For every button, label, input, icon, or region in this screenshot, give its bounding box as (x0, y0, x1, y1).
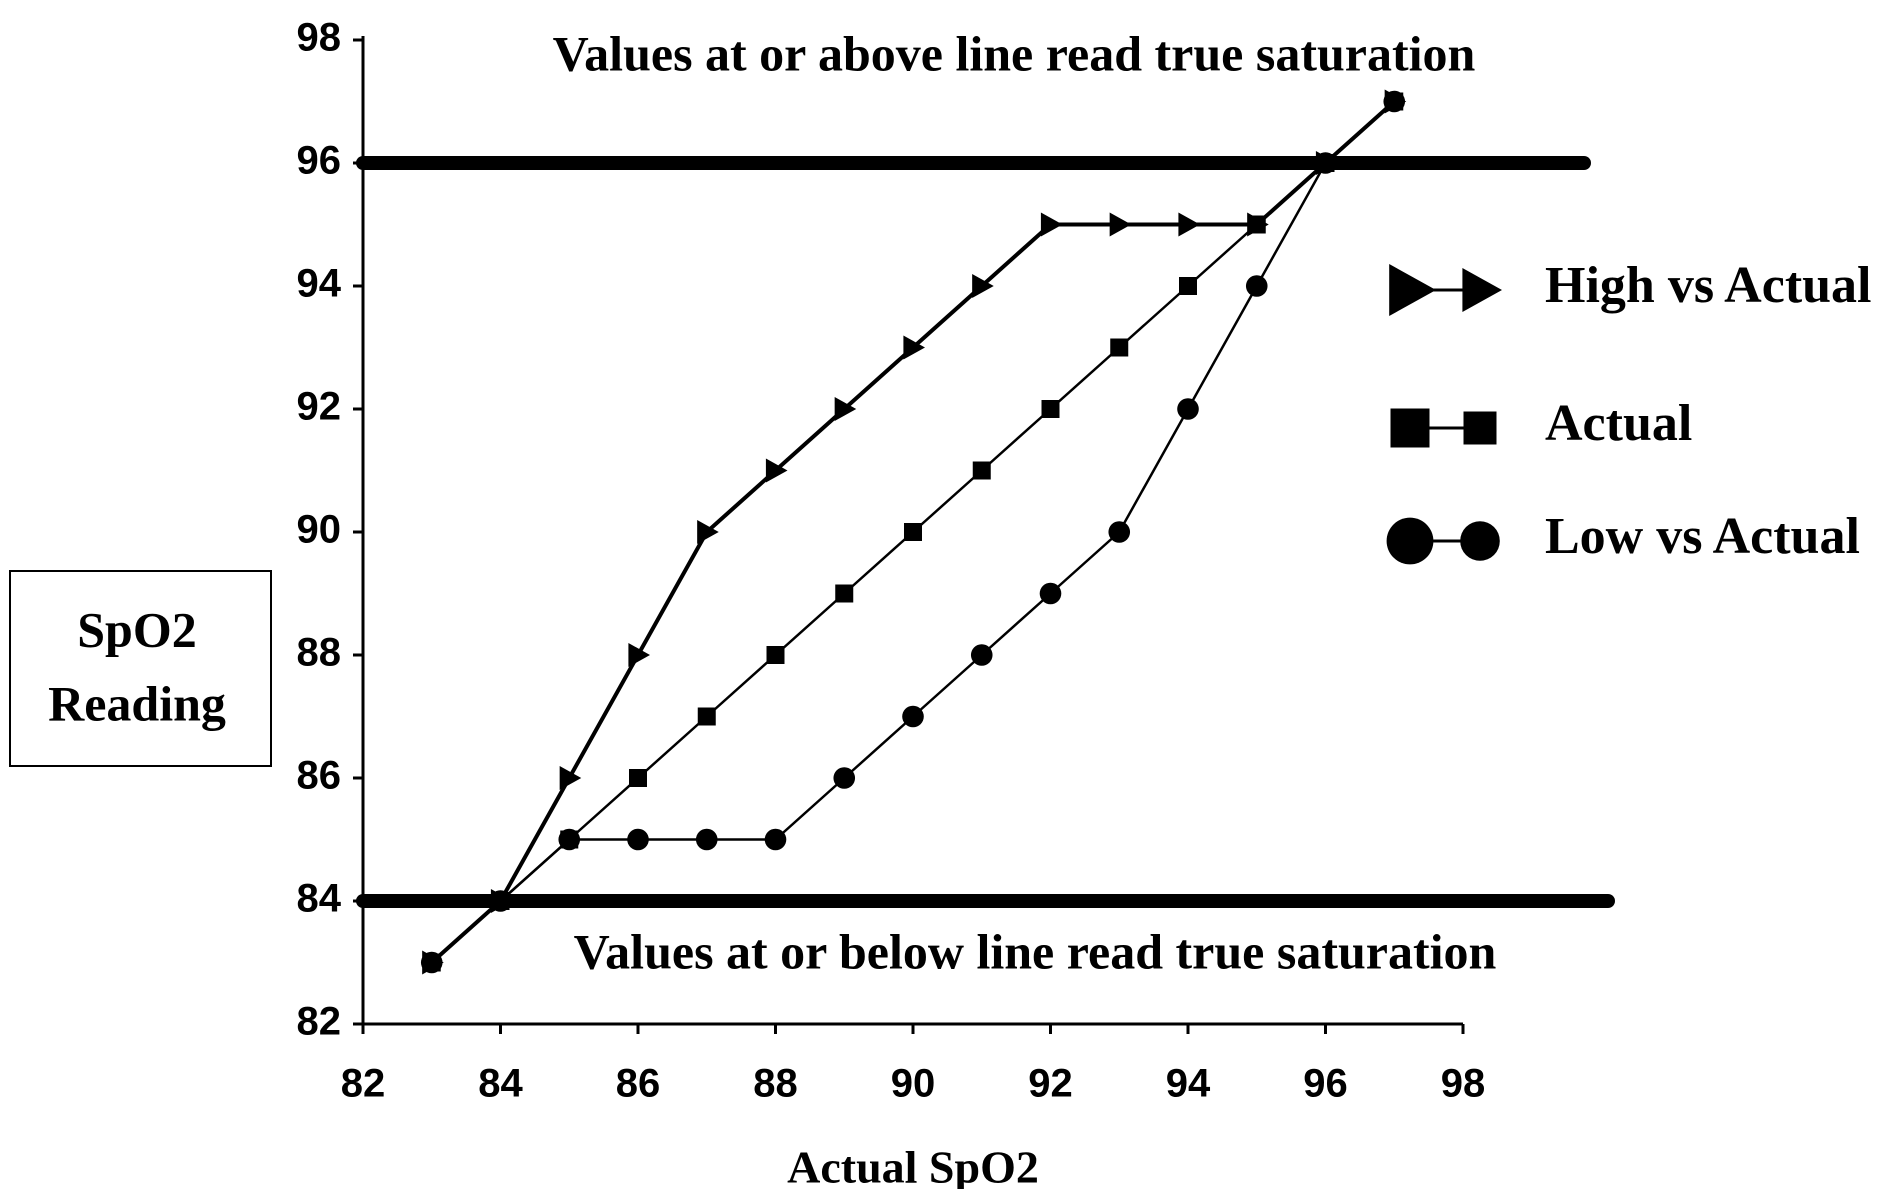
marker (627, 828, 649, 851)
marker (1177, 398, 1199, 420)
legend-marker (1386, 517, 1434, 565)
marker (902, 705, 924, 728)
x-tick-label: 82 (341, 1062, 386, 1106)
legend-marker (1463, 411, 1497, 445)
legend-label: Actual (1545, 395, 1692, 452)
legend-label: Low vs Actual (1545, 508, 1860, 565)
x-tick-label: 88 (753, 1062, 798, 1106)
marker (1039, 582, 1062, 605)
y-tick-label: 86 (297, 754, 342, 798)
marker (695, 828, 718, 851)
y-tick-label: 92 (297, 385, 342, 429)
y-axis-label: Reading (48, 675, 226, 731)
marker (1178, 212, 1200, 237)
marker (1383, 90, 1406, 113)
x-axis-label: Actual SpO2 (787, 1142, 1039, 1189)
x-tick-label: 84 (478, 1062, 523, 1106)
x-tick-label: 90 (891, 1062, 936, 1106)
marker (834, 397, 857, 421)
marker (1041, 400, 1060, 418)
marker (1040, 212, 1063, 237)
y-axis-label: SpO2 (77, 601, 197, 657)
x-tick-label: 94 (1166, 1062, 1211, 1106)
y-tick-label: 82 (297, 1000, 342, 1044)
marker (1108, 521, 1131, 543)
marker (1247, 215, 1266, 234)
y-tick-label: 90 (297, 508, 342, 552)
marker (835, 584, 854, 603)
marker (764, 828, 787, 851)
marker (766, 646, 785, 664)
legend-label: High vs Actual (1545, 257, 1872, 314)
y-tick-label: 96 (297, 139, 342, 183)
x-tick-label: 92 (1028, 1062, 1073, 1106)
y-tick-label: 88 (297, 631, 342, 675)
ylabel-box (9, 570, 272, 767)
marker (697, 707, 716, 726)
marker (558, 828, 581, 851)
y-tick-label: 94 (297, 262, 342, 306)
y-tick-label: 84 (297, 877, 342, 921)
marker (765, 458, 788, 483)
marker (629, 769, 647, 787)
marker (420, 951, 443, 974)
marker (1110, 338, 1129, 357)
legend-marker (1390, 408, 1430, 448)
marker (489, 890, 512, 912)
annotation: Values at or below line read true satura… (574, 923, 1497, 979)
legend-marker (1460, 521, 1500, 561)
marker (628, 643, 650, 667)
marker (1245, 275, 1268, 297)
x-tick-label: 96 (1303, 1062, 1348, 1106)
marker (697, 520, 719, 544)
marker (833, 767, 856, 789)
marker (972, 274, 994, 298)
marker (1109, 212, 1132, 237)
marker (903, 335, 925, 360)
marker (1179, 277, 1197, 295)
x-tick-label: 86 (616, 1062, 661, 1106)
marker (972, 461, 991, 480)
legend-marker (1462, 268, 1502, 312)
legend-marker (1389, 264, 1436, 316)
marker (970, 644, 993, 666)
y-tick-label: 98 (297, 16, 342, 60)
marker (904, 523, 922, 541)
marker (559, 766, 582, 790)
annotation: Values at or above line read true satura… (553, 25, 1476, 81)
marker (1314, 152, 1337, 174)
x-tick-label: 98 (1441, 1062, 1486, 1106)
